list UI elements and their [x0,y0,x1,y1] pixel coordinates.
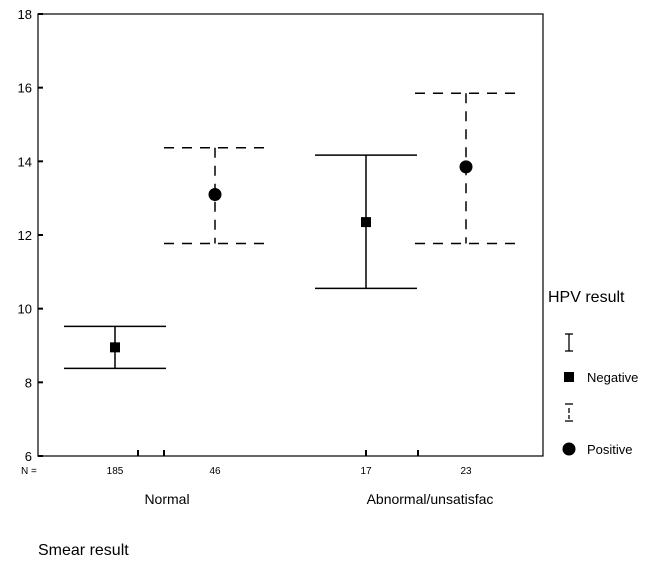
n-label: N = [21,466,37,477]
y-tick-label: 8 [25,375,32,390]
mean-marker-square [361,217,371,228]
n-count-label: 46 [209,466,221,477]
mean-marker-square [110,342,120,353]
mean-marker-circle [208,187,222,201]
x-axis-title: Smear result [38,542,129,559]
category-label: Normal [144,491,189,507]
y-tick-label: 14 [18,154,32,169]
n-count-label: 23 [460,466,472,477]
legend-title: HPV result [548,289,625,306]
y-tick-label: 18 [18,7,32,22]
plot-frame [37,13,544,457]
chart-marks: 185 17 46 23 [64,92,517,477]
legend-negative-label: Negative [587,370,638,385]
category-label: Abnormal/unsatisfac [367,491,494,507]
mean-marker-circle [459,160,473,174]
legend-positive-label: Positive [587,442,633,457]
legend-negative-marker [564,372,574,382]
legend: HPV result Negative Positive [548,289,638,457]
y-tick-label: 12 [18,228,32,243]
y-axis: 6 8 10 12 14 16 18 [18,7,43,464]
y-tick-label: 6 [25,449,32,464]
y-tick-label: 16 [18,81,32,96]
legend-positive-marker [562,442,576,456]
x-axis: N = Normal Abnormal/unsatisfac [21,450,493,507]
y-tick-label: 10 [18,302,32,317]
n-count-label: 17 [360,466,372,477]
n-count-label: 185 [107,466,124,477]
